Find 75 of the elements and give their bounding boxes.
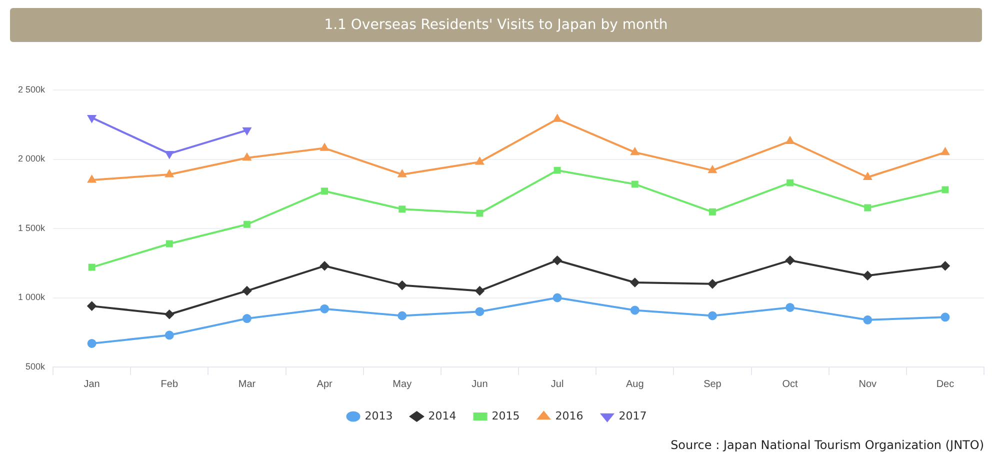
point [863, 315, 872, 324]
point [630, 278, 640, 288]
x-tick-label: Jan [84, 378, 100, 390]
x-tick-label: Mar [238, 378, 256, 390]
point [475, 307, 484, 316]
point [244, 220, 250, 228]
point [320, 144, 329, 151]
point [242, 153, 252, 161]
x-tick-label: May [392, 378, 412, 390]
point [242, 314, 252, 324]
point [864, 204, 872, 212]
x-tick-label: Jul [550, 378, 564, 390]
point [165, 170, 174, 178]
point [321, 188, 328, 195]
point [708, 311, 717, 320]
y-tick-label: 2 500k [18, 84, 46, 94]
point [863, 271, 872, 280]
y-tick-label: 1 500k [18, 222, 46, 233]
point [398, 206, 406, 213]
point [786, 302, 795, 312]
point [786, 179, 794, 186]
point [164, 330, 174, 340]
point [708, 166, 716, 174]
point [88, 176, 96, 183]
x-tick-label: Jun [472, 378, 488, 390]
y-tick-label: 1 000k [18, 292, 46, 302]
x-tick-label: Apr [316, 378, 334, 390]
point [164, 310, 174, 319]
point [786, 256, 795, 265]
point [552, 293, 562, 302]
point [398, 311, 407, 320]
point [553, 114, 562, 122]
point [631, 180, 638, 188]
x-tick-label: Oct [782, 378, 798, 390]
y-tick-label: 500k [25, 361, 46, 372]
x-tick-label: Nov [858, 378, 877, 390]
point [786, 136, 794, 144]
point [708, 279, 717, 288]
x-tick-label: Sep [704, 378, 722, 390]
source-note: Source : Japan National Tourism Organization (JNTO) [670, 438, 984, 452]
point [88, 264, 96, 271]
point [708, 208, 716, 216]
legend-label: 2017 [618, 409, 647, 422]
x-tick-label: Aug [626, 378, 644, 390]
point [630, 306, 640, 315]
legend-label: 2013 [364, 409, 393, 422]
point [320, 304, 330, 314]
point [940, 261, 950, 270]
point [242, 286, 252, 296]
point [942, 186, 949, 194]
point [398, 170, 406, 178]
point [552, 256, 562, 265]
point [242, 127, 252, 135]
point [87, 302, 96, 311]
point [166, 240, 173, 248]
y-tick-label: 2 000k [18, 154, 46, 164]
point [630, 148, 639, 156]
x-tick-label: Feb [160, 378, 178, 390]
point [476, 158, 484, 165]
legend-label: 2015 [492, 409, 520, 422]
point [554, 166, 561, 174]
point [398, 280, 407, 290]
chart-title: 1.1 Overseas Residents' Visits to Japan by month [10, 8, 982, 42]
point [320, 261, 330, 270]
point [864, 172, 872, 180]
point [475, 286, 484, 296]
x-tick-label: Dec [936, 378, 954, 390]
point [476, 210, 484, 217]
legend-label: 2014 [428, 409, 456, 422]
point [88, 114, 96, 122]
legend-label: 2016 [555, 409, 584, 422]
point [165, 150, 174, 158]
point [940, 312, 950, 322]
point [87, 338, 96, 348]
point [941, 148, 950, 156]
